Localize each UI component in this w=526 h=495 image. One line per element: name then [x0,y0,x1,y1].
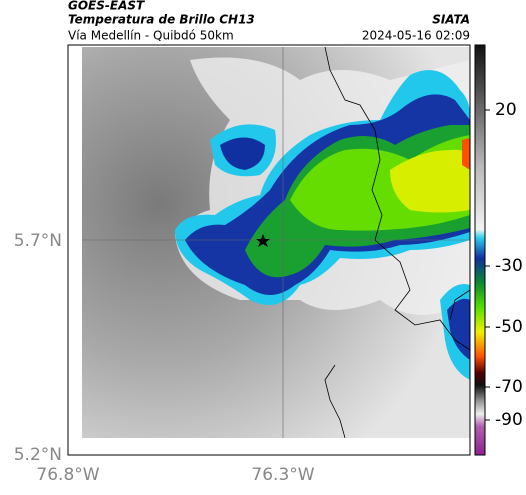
satellite-image [82,47,470,438]
timestamp: 2024-05-16 02:09 [362,29,470,43]
colorbar-tick-label: 20 [495,100,517,120]
map-frame [67,44,471,456]
colorbar-tick-label: -70 [495,377,523,397]
lon-label: 76.8°W [36,465,99,485]
colorbar-tick-label: -90 [495,410,523,430]
title: Temperatura de Brillo CH13 [68,13,255,27]
lat-label: 5.7°N [14,231,62,251]
colorbar [474,44,486,456]
lon-label: 76.3°W [251,465,314,485]
colorbar-tick-label: -30 [495,256,523,276]
lat-label: 5.2°N [14,445,62,465]
subtitle: Vía Medellín - Quibdó 50km [68,29,234,43]
colorbar-ticks: 20 -30 -50 -70 -90 [485,100,523,430]
agency: SIATA [432,13,470,27]
source: GOES-EAST [68,0,145,13]
colorbar-tick-label: -50 [495,317,523,337]
